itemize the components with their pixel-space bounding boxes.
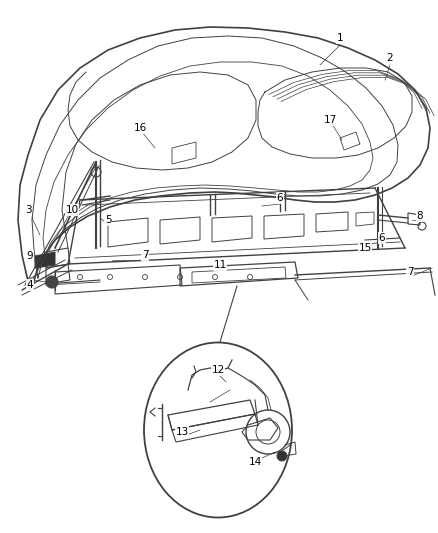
Text: 14: 14: [248, 457, 261, 467]
Circle shape: [277, 451, 287, 461]
Circle shape: [46, 276, 58, 288]
Text: 10: 10: [65, 205, 78, 215]
Text: 7: 7: [141, 250, 148, 260]
Text: 11: 11: [213, 260, 226, 270]
Text: 13: 13: [175, 427, 189, 437]
Text: 16: 16: [134, 123, 147, 133]
Text: 7: 7: [407, 267, 413, 277]
Text: 9: 9: [27, 251, 33, 261]
Text: 2: 2: [387, 53, 393, 63]
Text: 15: 15: [358, 243, 371, 253]
Text: 6: 6: [277, 193, 283, 203]
Text: 4: 4: [27, 280, 33, 290]
Text: 12: 12: [212, 365, 225, 375]
Text: 8: 8: [417, 211, 423, 221]
Text: 6: 6: [379, 233, 385, 243]
Text: 1: 1: [337, 33, 343, 43]
Text: 3: 3: [25, 205, 31, 215]
Text: 5: 5: [105, 215, 111, 225]
Text: 17: 17: [323, 115, 337, 125]
Polygon shape: [35, 252, 55, 268]
